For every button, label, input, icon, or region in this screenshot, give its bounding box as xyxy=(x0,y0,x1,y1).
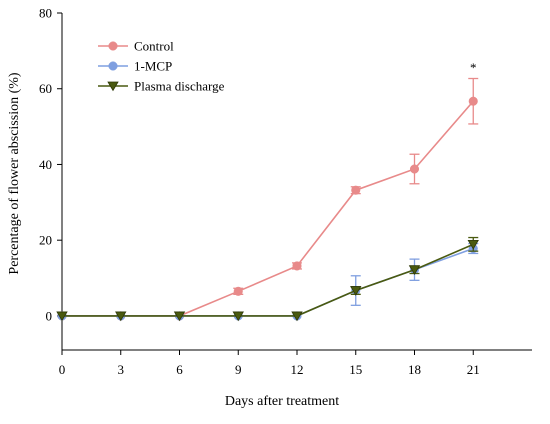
data-point xyxy=(292,261,302,271)
x-axis-label: Days after treatment xyxy=(225,394,339,409)
x-tick-label: 15 xyxy=(349,362,362,377)
data-point xyxy=(56,311,68,322)
legend-swatch-marker xyxy=(108,41,118,51)
x-tick-label: 0 xyxy=(59,362,66,377)
y-tick-label: 80 xyxy=(39,6,52,21)
legend-label: Plasma discharge xyxy=(134,79,225,94)
data-point xyxy=(467,239,479,250)
y-tick-label: 0 xyxy=(46,308,53,323)
data-point xyxy=(468,96,478,106)
series-line xyxy=(62,243,474,317)
y-tick-label: 40 xyxy=(39,157,52,172)
data-point xyxy=(409,164,420,174)
data-point xyxy=(350,286,362,296)
data-point xyxy=(291,311,303,322)
series-line xyxy=(62,100,474,317)
data-point xyxy=(233,286,243,296)
series-1-mcp xyxy=(57,242,479,321)
legend-label: 1-MCP xyxy=(134,59,172,74)
series-plasma-discharge xyxy=(56,236,479,322)
x-tick-label: 12 xyxy=(291,362,304,377)
y-tick-label: 20 xyxy=(39,233,52,248)
legend-label: Control xyxy=(134,39,174,54)
y-tick-label: 60 xyxy=(39,81,52,96)
x-tick-label: 18 xyxy=(408,362,421,377)
x-tick-label: 9 xyxy=(235,362,242,377)
data-point xyxy=(115,311,127,322)
data-point xyxy=(408,265,421,276)
significance-annotation: * xyxy=(470,60,477,75)
series-control xyxy=(57,77,479,321)
y-axis-label: Percentage of flower abscission (%) xyxy=(7,72,22,274)
x-tick-label: 3 xyxy=(118,362,125,377)
plot-area: 0 20 40 60 80 0 3 6 9 12 15 18 21 * Control 1-MCP Plasma… xyxy=(39,6,532,377)
data-point xyxy=(232,311,244,322)
data-point xyxy=(351,185,361,195)
legend-swatch-marker xyxy=(108,61,118,71)
legend-swatch-marker xyxy=(107,81,119,92)
data-point xyxy=(173,311,186,322)
x-tick-label: 21 xyxy=(467,362,480,377)
x-tick-label: 6 xyxy=(176,362,183,377)
legend: Control 1-MCP Plasma discharge xyxy=(98,39,225,94)
